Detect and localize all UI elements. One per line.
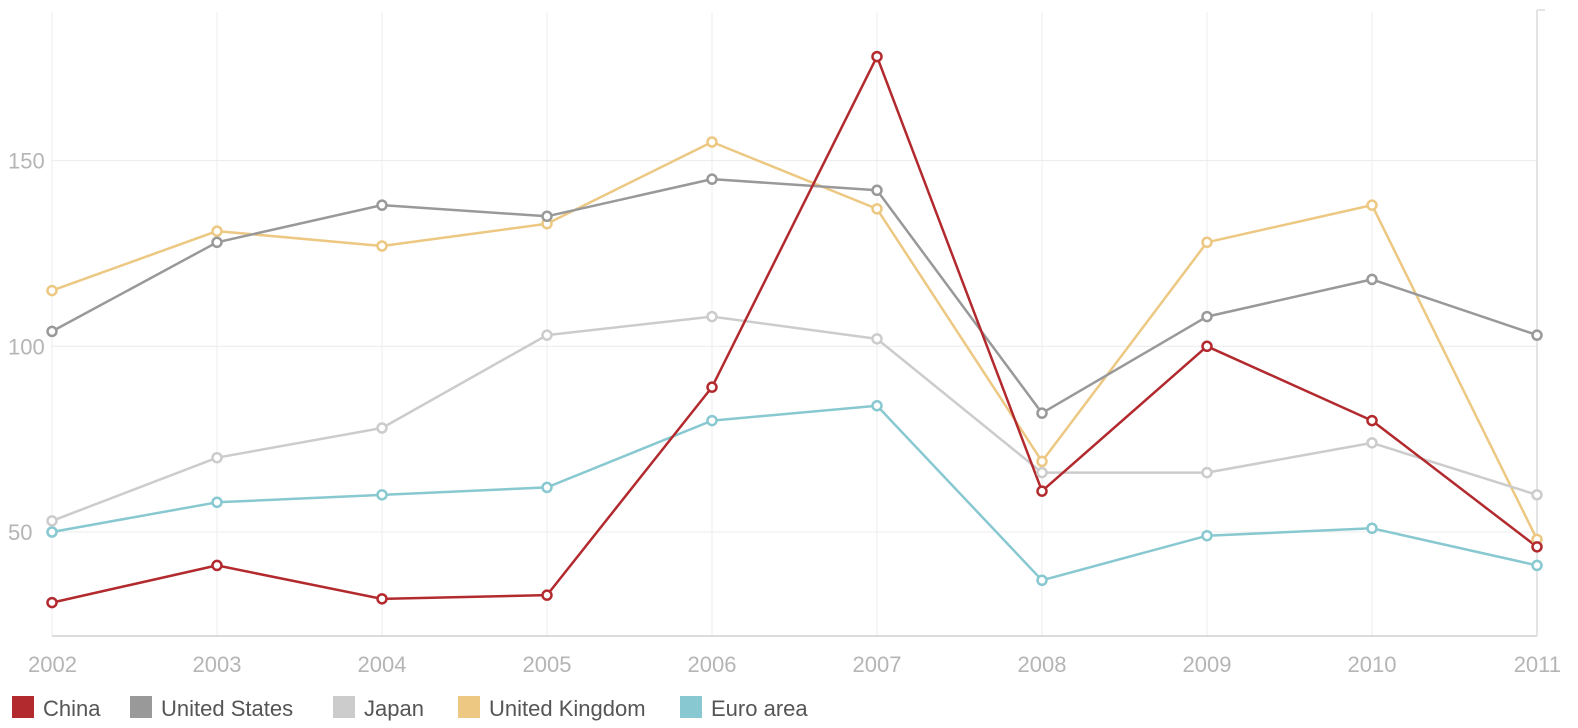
legend-label-china: China (43, 696, 101, 721)
data-point-china (541, 589, 553, 601)
series-line-china (51, 55, 1538, 604)
data-point-united-states (706, 173, 718, 185)
data-point-euro-area (1366, 522, 1378, 535)
data-point-euro-area (376, 489, 388, 501)
data-point-china (871, 50, 883, 63)
data-point-japan (1201, 466, 1213, 479)
x-tick-label: 2011 (1514, 652, 1561, 677)
data-point-china (1036, 485, 1048, 497)
data-point-china (1531, 541, 1543, 553)
data-point-japan (376, 422, 388, 434)
legend: China United States Japan United Kingdom Eur… (12, 696, 808, 721)
data-point-japan (706, 310, 718, 323)
x-tick-label: 2009 (1183, 652, 1232, 677)
y-tick-label: 150 (8, 149, 45, 174)
data-point-china (1201, 340, 1213, 353)
data-point-united-kingdom (211, 225, 223, 237)
series-line-japan (51, 315, 1538, 523)
data-point-euro-area (211, 496, 223, 509)
data-point-japan (871, 333, 883, 345)
data-point-united-states (1366, 273, 1378, 286)
data-point-united-kingdom (1201, 236, 1213, 249)
x-tick-label: 2010 (1348, 652, 1397, 677)
data-point-japan (541, 329, 553, 341)
data-point-china (46, 596, 58, 609)
data-point-japan (211, 451, 223, 464)
axes (52, 9, 1545, 637)
legend-swatch-japan (333, 696, 355, 718)
data-points (46, 50, 1543, 609)
data-point-euro-area (871, 399, 883, 412)
legend-swatch-united-kingdom (458, 696, 480, 718)
legend-swatch-united-states (130, 696, 152, 718)
y-tick-label: 50 (8, 520, 32, 545)
data-point-euro-area (1531, 559, 1543, 572)
data-point-china (211, 559, 223, 572)
x-tick-label: 2002 (28, 652, 77, 677)
data-point-united-kingdom (1366, 199, 1378, 211)
series-line-euro-area (51, 404, 1538, 582)
x-tick-label: 2007 (853, 652, 902, 677)
data-point-united-kingdom (46, 284, 58, 297)
x-tick-label: 2004 (358, 652, 407, 677)
legend-label-united-states: United States (161, 696, 293, 721)
data-point-united-states (1531, 329, 1543, 341)
data-point-united-states (1201, 310, 1213, 323)
data-point-euro-area (1036, 574, 1048, 587)
data-point-united-states (211, 236, 223, 249)
data-point-euro-area (706, 414, 718, 427)
x-tick-label: 2003 (193, 652, 242, 677)
legend-swatch-china (12, 696, 34, 718)
legend-label-japan: Japan (364, 696, 424, 721)
series-line-united-states (51, 177, 1538, 415)
data-point-japan (1366, 437, 1378, 449)
data-point-united-kingdom (706, 136, 718, 148)
x-tick-label: 2006 (688, 652, 737, 677)
y-tick-label: 100 (8, 334, 45, 359)
data-point-euro-area (541, 481, 553, 494)
data-point-united-states (376, 199, 388, 211)
data-point-euro-area (1201, 529, 1213, 542)
tick-labels: 2002 2003 2004 2005 2006 2007 2008 2009 2010 2011… (8, 149, 1561, 677)
data-point-china (706, 381, 718, 393)
series-line-united-kingdom (51, 140, 1539, 540)
data-point-japan (1531, 489, 1543, 501)
data-point-japan (46, 515, 58, 527)
data-point-united-states (541, 210, 553, 223)
data-point-united-states (871, 184, 883, 197)
legend-label-euro-area: Euro area (711, 696, 808, 721)
grid (51, 12, 1538, 636)
data-point-japan (1036, 466, 1048, 479)
series-lines (51, 55, 1539, 604)
x-tick-label: 2005 (523, 652, 572, 677)
legend-swatch-euro-area (680, 696, 702, 718)
data-point-united-kingdom (1036, 455, 1048, 468)
data-point-china (376, 593, 388, 605)
data-point-united-states (1036, 407, 1048, 419)
data-point-china (1366, 414, 1378, 427)
data-point-euro-area (46, 526, 58, 538)
data-point-united-kingdom (376, 240, 388, 252)
data-point-united-states (46, 325, 58, 338)
legend-label-united-kingdom: United Kingdom (489, 696, 646, 721)
x-tick-label: 2008 (1018, 652, 1067, 677)
data-point-united-kingdom (871, 203, 883, 215)
